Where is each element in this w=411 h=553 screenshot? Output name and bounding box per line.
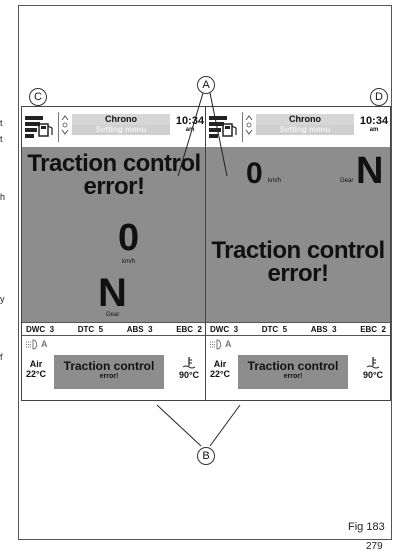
clock-ampm: am — [185, 127, 195, 133]
edge-text: f — [0, 352, 3, 362]
msg-line-1: Traction control — [247, 359, 339, 373]
bottom-bar: Air 22°C Traction control error! 90°C — [206, 354, 390, 400]
coolant-temp: 90°C — [178, 370, 200, 380]
air-temp-block: Air 22°C — [208, 359, 232, 379]
error-message: Traction control error! — [206, 237, 390, 287]
assist-status-bar: DWC 3 DTC 5 ABS 3 EBC 2 — [22, 322, 206, 336]
gear-label: Gear — [340, 178, 354, 184]
msg-line-1: Traction control — [63, 359, 155, 373]
edge-text: t — [0, 118, 3, 128]
bottom-bar: Air 22°C Traction control error! 90°C — [22, 354, 206, 400]
clock-time: 10:34 — [175, 115, 205, 127]
speed-value: 0 — [118, 217, 140, 259]
gear-value: N — [356, 150, 384, 192]
light-mode: A — [41, 339, 48, 349]
error-line-1: Traction control — [27, 150, 201, 177]
error-line-2: error! — [83, 173, 145, 200]
figure-label: Fig 183 — [348, 521, 385, 533]
light-mode: A — [225, 339, 232, 349]
up-down-arrows-icon — [61, 115, 69, 135]
menu-title: Chrono — [72, 114, 170, 125]
gear-value: N — [98, 271, 127, 315]
air-temp: 22°C — [25, 369, 47, 379]
callout-d: D — [370, 88, 388, 106]
callout-a: A — [197, 76, 215, 94]
coolant-temp-icon — [367, 357, 379, 369]
msg-line-2: error! — [283, 373, 303, 380]
clock-ampm: am — [369, 127, 379, 133]
menu-selector: Chrono Setting menu — [256, 114, 354, 135]
speed-unit: km/h — [268, 178, 282, 184]
edge-text: y — [0, 294, 5, 304]
error-line-1: Traction control — [211, 237, 385, 264]
air-temp-block: Air 22°C — [24, 359, 48, 379]
main-display: 0 km/h Gear N Traction control error! — [206, 147, 390, 322]
assist-status-bar: DWC 3 DTC 5 ABS 3 EBC 2 — [206, 322, 390, 336]
headlight-icon — [210, 339, 222, 350]
air-temp: 22°C — [209, 369, 231, 379]
message-box: Traction control error! — [54, 355, 164, 389]
clock: 10:34 am — [358, 115, 390, 133]
edge-text: t — [0, 134, 3, 144]
gear-label: Gear — [106, 312, 120, 318]
menu-title: Chrono — [256, 114, 354, 125]
edge-text: h — [0, 192, 6, 202]
message-box: Traction control error! — [238, 355, 348, 389]
error-message: Traction control error! — [22, 150, 206, 200]
speed-unit: km/h — [122, 259, 136, 265]
clock-time: 10:34 — [359, 115, 389, 127]
error-line-2: error! — [267, 260, 329, 287]
coolant-temp: 90°C — [362, 370, 384, 380]
air-label: Air — [213, 359, 227, 369]
top-bar: Chrono Setting menu 10:34 am — [206, 107, 390, 145]
top-bar: Chrono Setting menu 10:34 am — [22, 107, 206, 145]
coolant-temp-icon — [183, 357, 195, 369]
dashboard-screen-right: Chrono Setting menu 10:34 am 0 km/h Gear… — [205, 106, 391, 401]
menu-subtitle: Setting menu — [72, 125, 170, 135]
callout-c: C — [29, 88, 47, 106]
fuel-gauge-icon — [25, 116, 53, 138]
clock: 10:34 am — [174, 115, 206, 133]
figure-frame — [18, 5, 392, 540]
air-label: Air — [29, 359, 43, 369]
up-down-arrows-icon — [245, 115, 253, 135]
speed-value: 0 — [246, 157, 263, 190]
msg-line-2: error! — [99, 373, 119, 380]
menu-subtitle: Setting menu — [256, 125, 354, 135]
menu-selector: Chrono Setting menu — [72, 114, 170, 135]
callout-b: B — [197, 447, 215, 465]
headlight-icon — [26, 339, 38, 350]
main-display: Traction control error! 0 km/h N Gear — [22, 147, 206, 322]
page-number: 279 — [366, 541, 383, 552]
dashboard-screen-left: Chrono Setting menu 10:34 am Traction co… — [21, 106, 207, 401]
